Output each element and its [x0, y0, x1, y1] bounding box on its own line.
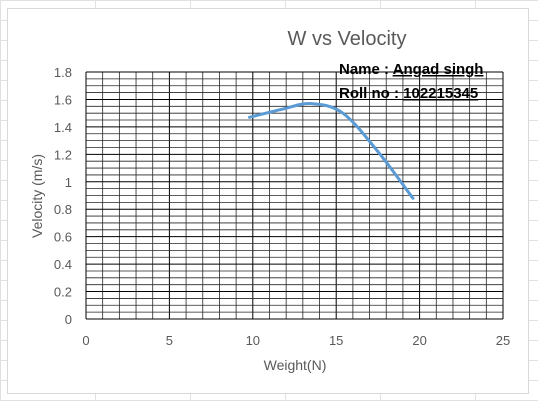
- y-tick-label: 0.4: [54, 257, 72, 272]
- roll-annotation-value: 102215345: [403, 85, 478, 102]
- y-tick-label: 1: [65, 175, 72, 190]
- y-tick-label: 1.8: [54, 65, 72, 80]
- y-axis-label: Velocity (m/s): [29, 154, 45, 238]
- x-tick-label: 0: [82, 333, 89, 348]
- roll-annotation-label: Roll no :: [339, 85, 403, 102]
- series-group: [247, 102, 415, 200]
- x-tick-label: 10: [246, 333, 260, 348]
- name-annotation-label: Name :: [339, 61, 393, 78]
- x-tick-label: 20: [412, 333, 426, 348]
- y-tick-label: 0: [65, 312, 72, 327]
- y-tick-label: 0.2: [54, 285, 72, 300]
- series-line: [247, 102, 415, 200]
- y-tick-label: 1.6: [54, 92, 72, 107]
- chart-title: W vs Velocity: [288, 28, 407, 50]
- x-tick-label: 15: [329, 333, 343, 348]
- y-tick-label: 1.2: [54, 147, 72, 162]
- x-axis-label: Weight(N): [264, 357, 327, 373]
- y-tick-labels: 0 0.2 0.4 0.6 0.8 1 1.2 1.4 1.6 1.8: [54, 65, 72, 327]
- y-tick-label: 0.8: [54, 202, 72, 217]
- y-tick-label: 1.4: [54, 120, 72, 135]
- y-tick-label: 0.6: [54, 230, 72, 245]
- x-tick-label: 25: [496, 333, 510, 348]
- gridlines: [85, 71, 504, 320]
- roll-annotation: Roll no : 102215345: [339, 85, 478, 102]
- x-tick-label: 5: [166, 333, 173, 348]
- x-tick-labels: 0 5 10 15 20 25: [82, 333, 510, 348]
- name-annotation: Name : Angad singh: [339, 61, 483, 78]
- name-annotation-value: Angad singh: [393, 61, 484, 78]
